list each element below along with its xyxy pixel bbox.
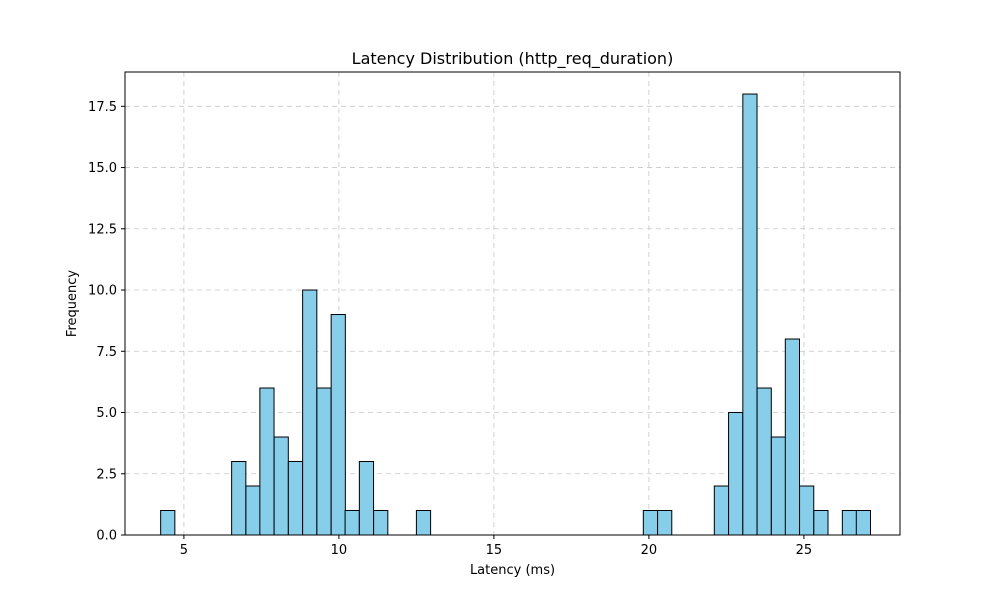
histogram-bar <box>316 387 332 536</box>
y-tick-label: 15.0 <box>88 161 117 176</box>
histogram-bar <box>259 387 275 536</box>
histogram-bar <box>373 510 389 536</box>
histogram-bar <box>742 93 758 536</box>
plot-frame <box>124 71 901 536</box>
histogram-bar <box>799 485 815 536</box>
x-tick-label: 25 <box>796 543 813 558</box>
x-tick-label: 5 <box>180 543 188 558</box>
y-axis-ticks: 0.0 2.5 5.0 7.5 10.0 12.5 15.0 17.5 <box>88 100 125 544</box>
histogram-bar <box>642 510 659 536</box>
histogram-bar <box>756 387 772 536</box>
histogram-bars <box>160 93 871 536</box>
y-tick-label: 10.0 <box>88 284 117 299</box>
histogram-bar <box>813 510 829 536</box>
histogram-bar <box>770 436 787 536</box>
histogram-bar <box>728 412 744 536</box>
x-axis-ticks: 5 10 15 20 25 <box>180 535 812 558</box>
chart-title: Latency Distribution (http_req_duration) <box>352 49 674 69</box>
x-tick-label: 20 <box>641 543 658 558</box>
y-axis-label: Frequency <box>65 270 80 337</box>
histogram-bar <box>302 289 318 536</box>
grid-lines <box>125 72 900 536</box>
histogram-bar <box>855 510 871 536</box>
histogram-bar <box>657 510 673 536</box>
y-tick-label: 7.5 <box>96 345 117 360</box>
y-tick-label: 2.5 <box>96 467 117 482</box>
histogram-bar <box>273 436 289 536</box>
y-tick-label: 12.5 <box>88 222 117 237</box>
histogram-bar <box>713 485 730 536</box>
x-tick-label: 10 <box>331 543 348 558</box>
histogram-bar <box>358 461 375 536</box>
histogram-bar <box>231 461 247 536</box>
x-axis-label: Latency (ms) <box>470 563 555 578</box>
histogram-bar <box>841 510 858 536</box>
histogram-bar <box>415 510 432 536</box>
histogram-bar <box>245 485 261 536</box>
histogram-bar <box>330 314 346 536</box>
histogram-bar <box>344 510 360 536</box>
y-tick-label: 0.0 <box>96 529 117 544</box>
histogram-bar <box>784 338 800 536</box>
x-tick-label: 15 <box>486 543 503 558</box>
y-tick-label: 17.5 <box>88 100 117 115</box>
y-tick-label: 5.0 <box>96 406 117 421</box>
histogram-bar <box>160 510 176 536</box>
histogram-bar <box>287 461 304 536</box>
